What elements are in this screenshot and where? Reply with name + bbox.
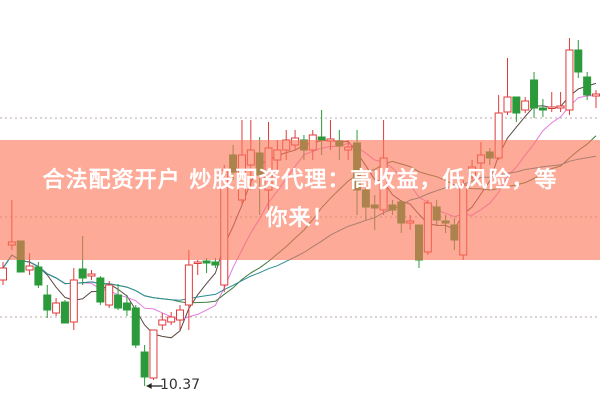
candle-up bbox=[521, 97, 530, 113]
candle-down bbox=[530, 72, 539, 118]
low-arrow-icon bbox=[146, 383, 163, 389]
candle-down bbox=[60, 300, 69, 324]
candle-body bbox=[122, 302, 131, 311]
banner-line-2: 你来！ bbox=[265, 206, 335, 231]
candle-body bbox=[583, 76, 592, 96]
candle-body bbox=[512, 96, 521, 114]
candle-up bbox=[184, 250, 193, 330]
candle-down bbox=[140, 345, 149, 386]
candle-body bbox=[547, 106, 556, 109]
candle-up bbox=[556, 92, 565, 112]
candle-down bbox=[122, 295, 131, 316]
candle-body bbox=[69, 279, 78, 323]
candle-down bbox=[583, 72, 592, 100]
candle-body bbox=[87, 273, 96, 277]
candle-body bbox=[140, 351, 149, 378]
candle-body bbox=[211, 261, 220, 266]
candle-body bbox=[0, 267, 7, 281]
candle-up bbox=[547, 92, 556, 112]
candle-body bbox=[60, 301, 69, 324]
candle-body bbox=[556, 105, 565, 109]
candle-down bbox=[114, 284, 123, 310]
candle-up bbox=[158, 313, 167, 330]
candle-up bbox=[69, 268, 78, 330]
candle-body bbox=[43, 294, 52, 311]
candle-body bbox=[105, 284, 114, 306]
candle-body bbox=[131, 307, 140, 346]
ad-banner[interactable]: 合法配资开户 炒股配资代理：高收益，低风险，等 你来！ bbox=[0, 140, 600, 260]
candle-up bbox=[503, 58, 512, 115]
candle-body bbox=[167, 316, 176, 323]
low-price-label: 10.37 bbox=[160, 377, 201, 393]
candle-down bbox=[43, 285, 52, 318]
candle-body bbox=[78, 268, 87, 279]
candle-up bbox=[592, 90, 600, 108]
candle-body bbox=[521, 100, 530, 111]
candle-body bbox=[34, 266, 43, 286]
candle-up bbox=[176, 305, 185, 330]
candle-up bbox=[105, 281, 114, 308]
arrow-head bbox=[146, 383, 152, 389]
candle-body bbox=[52, 302, 61, 314]
candle-body bbox=[149, 329, 158, 379]
candle-body bbox=[592, 93, 600, 97]
banner-line-1: 合法配资开户 炒股配资代理：高收益，低风险，等 bbox=[42, 168, 558, 193]
candle-body bbox=[96, 277, 105, 303]
candle-down bbox=[96, 276, 105, 305]
candle-up bbox=[87, 270, 96, 280]
candle-body bbox=[193, 261, 202, 264]
candle-body bbox=[184, 264, 193, 306]
candle-down bbox=[131, 305, 140, 348]
candle-up bbox=[167, 312, 176, 325]
candle-down bbox=[538, 99, 547, 117]
candle-up bbox=[149, 329, 158, 380]
candle-up bbox=[565, 38, 574, 115]
candle-body bbox=[565, 49, 574, 111]
candle-body bbox=[538, 107, 547, 111]
candle-body bbox=[574, 49, 583, 73]
candle-body bbox=[176, 309, 185, 321]
candle-down bbox=[512, 96, 521, 122]
candle-body bbox=[530, 79, 539, 109]
candle-body bbox=[25, 265, 34, 271]
candle-body bbox=[202, 260, 211, 264]
candle-down bbox=[574, 40, 583, 78]
candle-up bbox=[52, 298, 61, 316]
candle-down bbox=[34, 262, 43, 288]
candle-up bbox=[193, 260, 202, 275]
candle-body bbox=[114, 294, 123, 309]
candle-body bbox=[503, 96, 512, 113]
candle-down bbox=[202, 258, 211, 273]
candle-up bbox=[0, 262, 7, 285]
candle-body bbox=[158, 319, 167, 326]
